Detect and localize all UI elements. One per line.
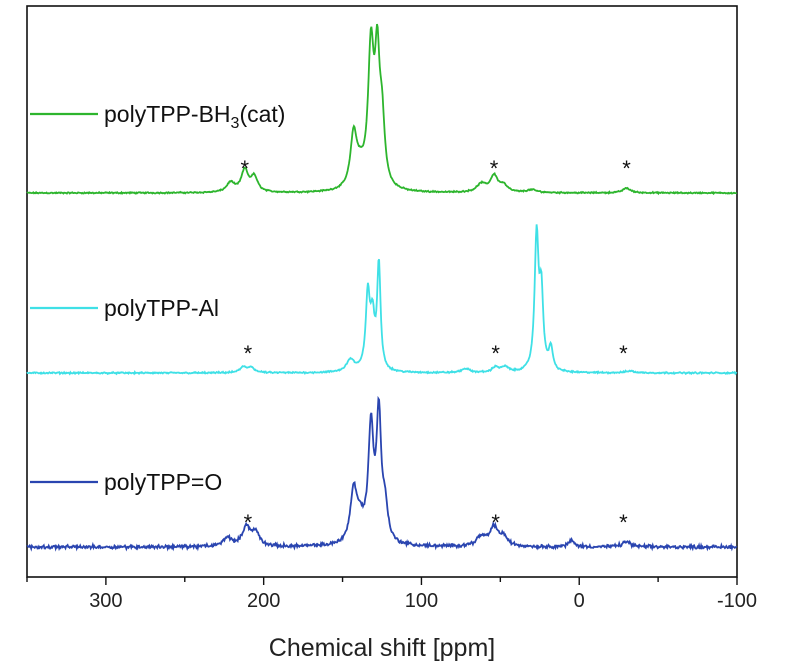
sideband-star-2-2: * — [619, 510, 628, 535]
series-line-1 — [26, 224, 738, 376]
spinning-sideband-markers: * * * * * * * * * — [240, 156, 631, 535]
legend-label-2: polyTPP=O — [104, 469, 222, 495]
x-tick-label-100: 100 — [405, 590, 438, 612]
sideband-star-1-1: * — [491, 341, 500, 366]
sideband-star-2-0: * — [244, 510, 253, 535]
series-line-0 — [26, 23, 738, 196]
sideband-star-0-0: * — [240, 156, 249, 181]
series-traces — [26, 23, 738, 552]
sideband-star-1-0: * — [244, 341, 253, 366]
x-tick-label-200: 200 — [247, 590, 280, 612]
x-tick-label-0: 0 — [574, 590, 585, 612]
sideband-star-1-2: * — [619, 341, 628, 366]
x-tick-label-300: 300 — [89, 590, 122, 612]
sideband-star-0-1: * — [490, 156, 499, 181]
legend-label-1: polyTPP-Al — [104, 295, 219, 321]
sideband-star-0-2: * — [622, 156, 631, 181]
series-line-2 — [26, 395, 738, 552]
sideband-star-2-1: * — [491, 510, 500, 535]
x-axis-title: Chemical shift [ppm] — [269, 634, 495, 662]
legend-label-0: polyTPP-BH3(cat) — [104, 101, 285, 132]
x-tick-label--100: -100 — [717, 590, 757, 612]
legend: polyTPP-BH3(cat) polyTPP-Al polyTPP=O — [30, 101, 285, 495]
x-axis: 300 200 100 0 -100 — [26, 577, 757, 612]
plot-frame — [26, 5, 738, 578]
